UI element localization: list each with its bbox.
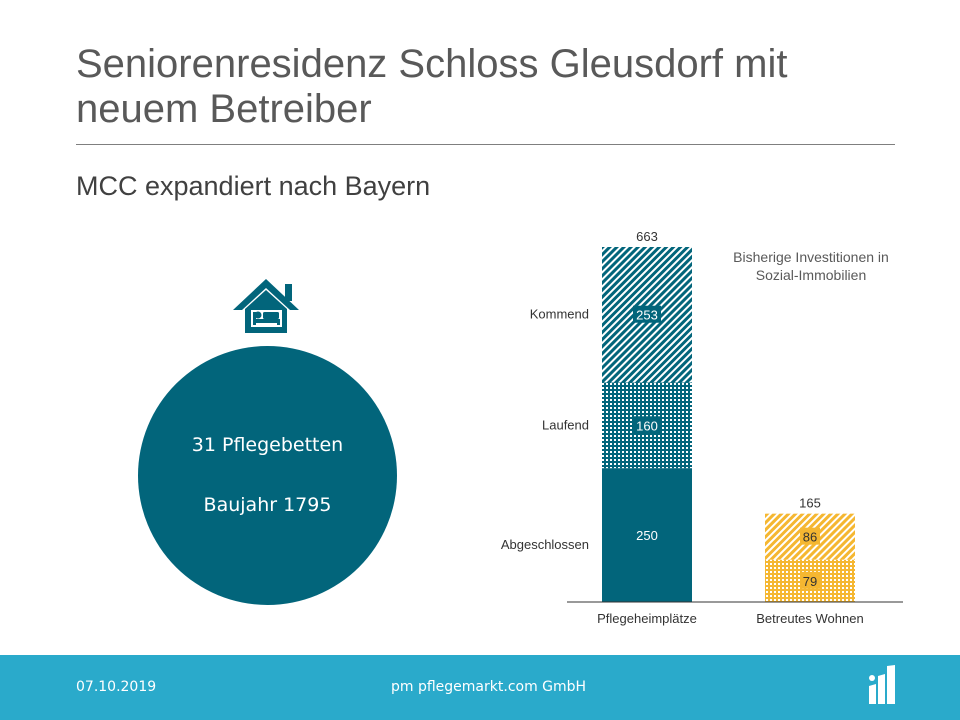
- data-label-box: [800, 571, 820, 589]
- house-bed-icon: [233, 279, 299, 333]
- bar-segment: [602, 468, 692, 602]
- chart-annotation: Bisherige Investitionen in Sozial-Immobi…: [733, 249, 889, 283]
- series-label: Abgeschlossen: [501, 537, 589, 552]
- total-label: 663: [636, 229, 658, 244]
- year-built-label: Baujahr 1795: [203, 494, 332, 516]
- category-label: Pflegeheimplätze: [597, 611, 697, 626]
- series-label: Laufend: [542, 417, 589, 432]
- beds-label: 31 Pflegebetten: [191, 434, 344, 456]
- facility-circle: [138, 346, 397, 605]
- total-label: 165: [799, 496, 821, 511]
- data-label: 250: [636, 528, 658, 543]
- data-label-box: [633, 416, 661, 434]
- footer-company: pm pflegemarkt.com GmbH: [391, 679, 587, 695]
- title-divider: [76, 144, 895, 145]
- slide-subtitle: MCC expandiert nach Bayern: [76, 171, 431, 201]
- data-label-box: [800, 527, 820, 545]
- data-label: 160: [636, 418, 658, 433]
- data-label: 79: [803, 574, 817, 589]
- footer-date: 07.10.2019: [76, 679, 157, 695]
- slide-title: Seniorenresidenz Schloss Gleusdorf mit n…: [76, 42, 788, 131]
- data-label: 86: [803, 530, 817, 545]
- data-label: 253: [636, 308, 658, 323]
- category-label: Betreutes Wohnen: [756, 611, 863, 626]
- series-label: Kommend: [530, 307, 589, 322]
- investment-chart: 250 160 253 663 Pflegeheimplätze 79 86 165 Betre…: [501, 229, 903, 626]
- data-label-box: [633, 305, 661, 323]
- footer-bar: [0, 655, 960, 720]
- pflegemarkt-logo-icon: [869, 665, 895, 704]
